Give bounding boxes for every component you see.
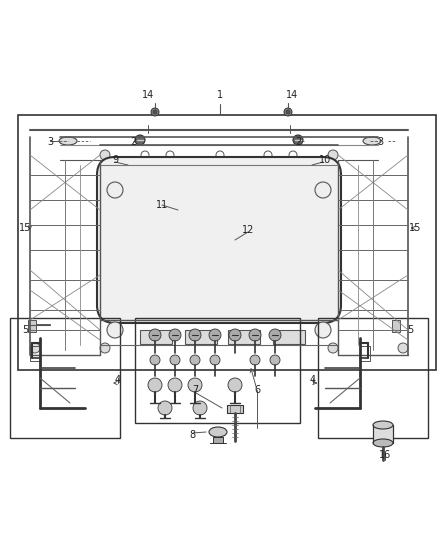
Text: 4: 4 [115, 375, 121, 385]
Ellipse shape [373, 439, 393, 447]
Text: 1: 1 [217, 90, 223, 100]
Bar [10, 318, 120, 438]
Circle shape [169, 329, 181, 341]
Circle shape [210, 355, 220, 365]
Ellipse shape [363, 137, 381, 145]
Circle shape [193, 401, 207, 415]
Circle shape [328, 343, 338, 353]
Text: 9: 9 [112, 155, 118, 165]
Circle shape [141, 151, 149, 159]
Circle shape [170, 355, 180, 365]
Circle shape [100, 150, 110, 160]
Text: 2: 2 [295, 137, 301, 147]
Bar [135, 318, 300, 423]
Circle shape [30, 343, 40, 353]
Bar [213, 437, 223, 443]
Text: 3: 3 [377, 137, 383, 147]
Text: 3: 3 [47, 137, 53, 147]
Circle shape [107, 322, 123, 338]
Circle shape [293, 135, 303, 145]
Circle shape [229, 329, 241, 341]
Circle shape [284, 108, 292, 116]
Circle shape [328, 150, 338, 160]
Circle shape [149, 329, 161, 341]
Bar [28, 320, 36, 332]
Circle shape [153, 110, 157, 114]
Text: 14: 14 [286, 90, 298, 100]
Circle shape [150, 355, 160, 365]
Text: 2: 2 [130, 137, 136, 147]
Text: 4: 4 [310, 375, 316, 385]
Bar [318, 318, 428, 438]
Ellipse shape [373, 421, 393, 429]
FancyBboxPatch shape [97, 157, 341, 323]
Ellipse shape [59, 137, 77, 145]
Circle shape [398, 343, 408, 353]
Circle shape [269, 329, 281, 341]
Circle shape [289, 151, 297, 159]
Bar [360, 346, 370, 361]
Circle shape [148, 378, 162, 392]
Circle shape [166, 151, 174, 159]
Bar [227, 405, 243, 413]
Circle shape [286, 110, 290, 114]
Circle shape [264, 151, 272, 159]
Circle shape [100, 343, 110, 353]
Text: 5: 5 [407, 325, 413, 335]
Text: 7: 7 [192, 385, 198, 395]
Text: 5: 5 [22, 325, 28, 335]
Circle shape [228, 378, 242, 392]
Circle shape [168, 378, 182, 392]
Bar [185, 330, 217, 344]
Text: 10: 10 [319, 155, 331, 165]
Bar [30, 346, 40, 361]
Circle shape [209, 329, 221, 341]
Circle shape [250, 355, 260, 365]
Bar [140, 330, 172, 344]
Circle shape [188, 378, 202, 392]
Bar [273, 330, 305, 344]
Text: 16: 16 [379, 450, 391, 460]
Circle shape [315, 322, 331, 338]
Circle shape [270, 355, 280, 365]
Circle shape [315, 182, 331, 198]
Circle shape [135, 135, 145, 145]
Text: 6: 6 [254, 385, 260, 395]
Bar [392, 320, 400, 332]
Circle shape [158, 401, 172, 415]
Text: 15: 15 [409, 223, 421, 233]
Text: 8: 8 [189, 430, 195, 440]
Circle shape [107, 182, 123, 198]
Bar [228, 330, 260, 344]
Text: 12: 12 [242, 225, 254, 235]
Text: 14: 14 [142, 90, 154, 100]
Bar [18, 115, 436, 370]
Circle shape [151, 108, 159, 116]
Bar [373, 425, 393, 443]
Ellipse shape [209, 427, 227, 437]
Text: 15: 15 [19, 223, 31, 233]
Circle shape [249, 329, 261, 341]
Text: 11: 11 [156, 200, 168, 210]
Circle shape [216, 151, 224, 159]
Circle shape [190, 355, 200, 365]
Circle shape [189, 329, 201, 341]
